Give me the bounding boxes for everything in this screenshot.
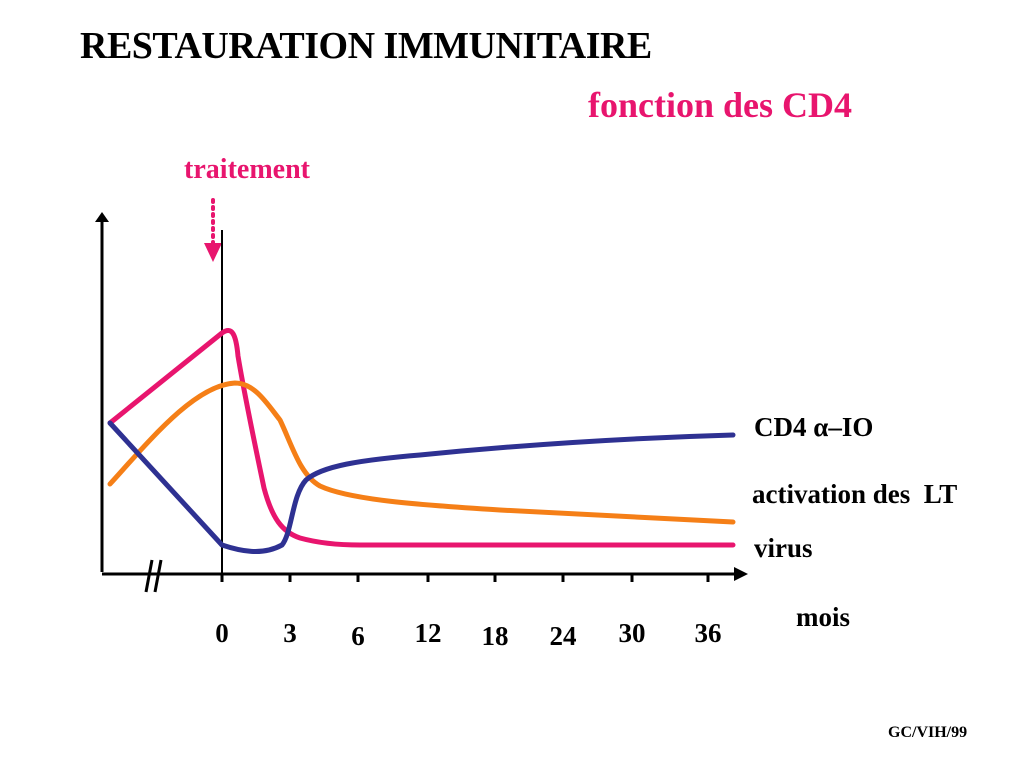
series-label-cd4: CD4 α–IO: [754, 412, 873, 442]
x-tick-labels: 0 3 6 12 18 24 30 36: [215, 618, 721, 651]
x-tick-label-6: 6: [351, 621, 365, 651]
series-label-virus: virus: [754, 533, 813, 563]
x-tick-label-12: 12: [415, 618, 442, 648]
x-axis-label: mois: [796, 602, 850, 632]
x-tick-label-0: 0: [215, 618, 229, 648]
slide-title: RESTAURATION IMMUNITAIRE: [80, 25, 652, 67]
x-tick-label-24: 24: [550, 621, 577, 651]
series-label-activation: activation des LT: [752, 479, 957, 509]
x-tick-label-36: 36: [695, 618, 722, 648]
slide-subtitle: fonction des CD4: [588, 85, 853, 125]
series-virus-line: [107, 328, 736, 548]
x-tick-label-3: 3: [283, 618, 297, 648]
treatment-arrow-head: [204, 243, 222, 262]
series-cd4-line: [107, 420, 736, 554]
slide-footer: GC/VIH/99: [888, 724, 968, 741]
axis-break-mark-1: [144, 559, 154, 593]
treatment-label: traitement: [184, 154, 311, 185]
x-tick-label-18: 18: [482, 621, 509, 651]
x-axis-arrow: [734, 567, 748, 581]
x-tick-label-30: 30: [619, 618, 646, 648]
x-ticks: [220, 574, 710, 582]
axis-break-mark-2: [153, 559, 163, 593]
series-activation-line: [107, 380, 736, 525]
y-axis-arrow: [95, 212, 109, 222]
